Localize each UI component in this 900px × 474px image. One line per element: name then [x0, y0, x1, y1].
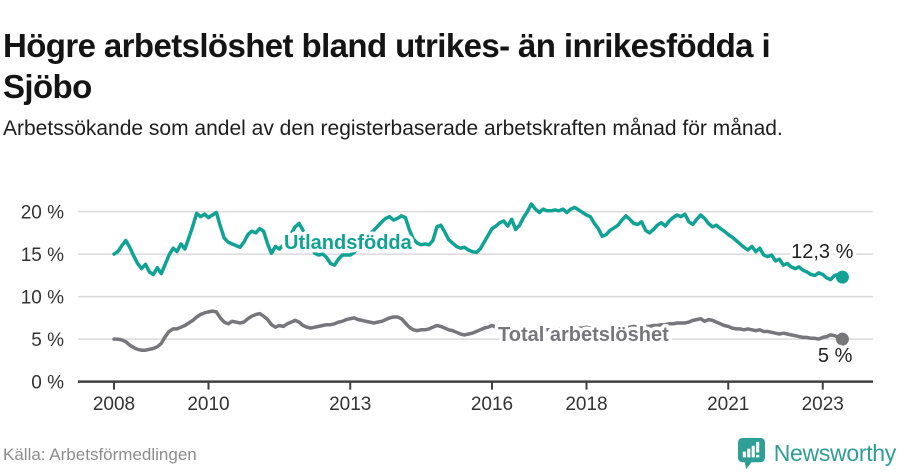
- newsworthy-logo-icon: [737, 438, 765, 469]
- y-tick-label-20: 20 %: [21, 203, 64, 224]
- series-line-total: [112, 309, 845, 352]
- page-title-line1: Högre arbetslöshet bland utrikes- än inr…: [3, 27, 771, 65]
- series-end-dot-utlandsfodda: [835, 270, 849, 284]
- source-note: Källa: Arbetsförmedlingen: [3, 445, 197, 464]
- y-tick-label-0: 0 %: [31, 373, 64, 394]
- y-tick-label-15: 15 %: [21, 245, 64, 266]
- series-end-label-total: 5 %: [818, 345, 853, 367]
- series-end-label-utlandsfodda: 12,3 %: [791, 241, 853, 263]
- series-label-total: Total arbetslöshet: [498, 324, 669, 346]
- page-title-line2: Sjöbo: [3, 68, 92, 106]
- x-tick-label-2018: 2018: [565, 394, 607, 415]
- unemployment-line-chart: 2008 2010 2013 2016 2018 2021 2023 0 % 5 % 10 % 15…: [21, 202, 873, 415]
- series-end-dot-total: [835, 332, 849, 346]
- x-tick-label-2010: 2010: [187, 394, 229, 415]
- series-line-utlandsfodda: [112, 202, 845, 282]
- x-tick-label-2016: 2016: [471, 394, 513, 415]
- newsworthy-logo[interactable]: Newsworthy: [737, 437, 896, 470]
- x-tick-label-2013: 2013: [329, 394, 371, 415]
- y-tick-label-5: 5 %: [31, 330, 64, 351]
- page-title: Högre arbetslöshet bland utrikes- än inr…: [3, 26, 893, 108]
- page-subtitle: Arbetssökande som andel av den registerb…: [3, 117, 783, 140]
- x-tick-label-2008: 2008: [93, 394, 135, 415]
- x-tick-label-2023: 2023: [802, 394, 844, 415]
- newsworthy-logo-text: Newsworthy: [773, 440, 897, 466]
- series-label-utlandsfodda: Utlandsfödda: [284, 232, 413, 254]
- y-tick-label-10: 10 %: [21, 288, 64, 309]
- x-tick-label-2021: 2021: [707, 394, 749, 415]
